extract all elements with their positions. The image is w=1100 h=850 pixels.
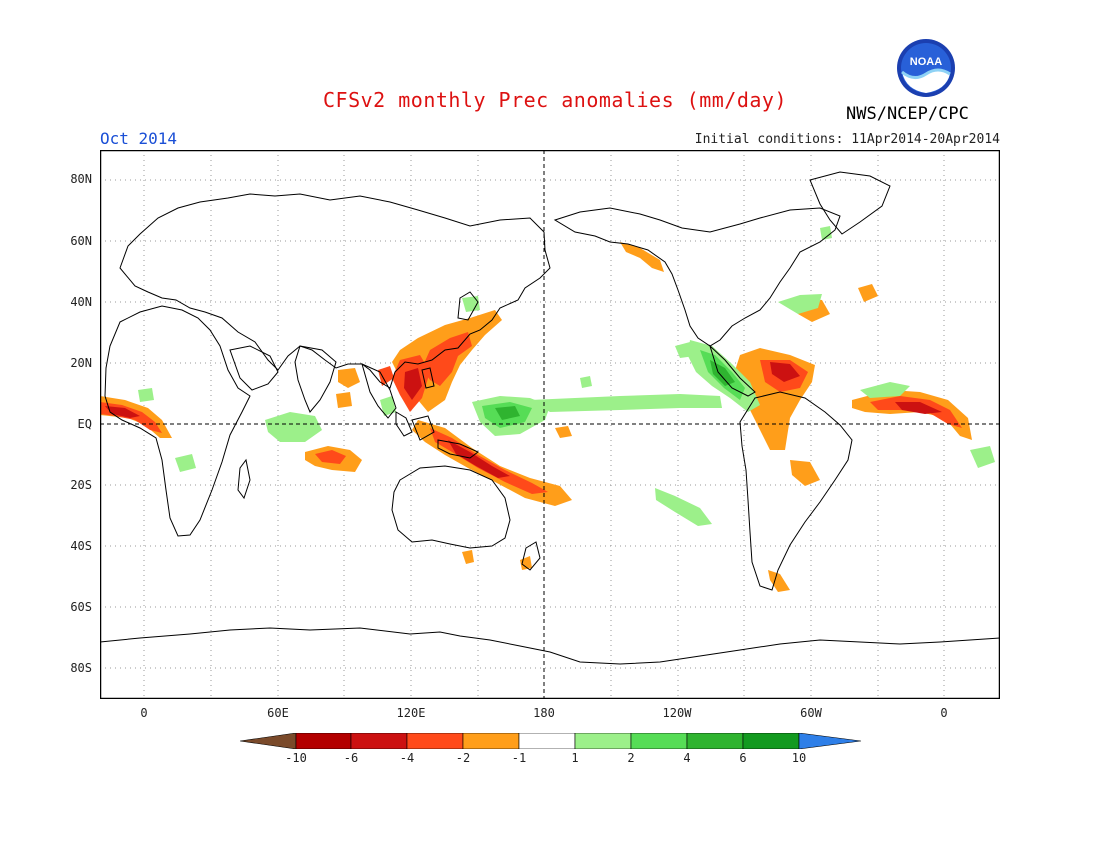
colorbar-label: 2 — [627, 751, 635, 765]
colorbar-label: -2 — [455, 751, 471, 765]
lat-tick-label: 40N — [70, 295, 92, 309]
lon-tick-label: 0 — [940, 706, 948, 720]
lon-tick-label: 60E — [267, 706, 289, 720]
map-frame — [100, 150, 1000, 699]
colorbar-label: -1 — [511, 751, 527, 765]
coastlines — [100, 171, 1000, 665]
colorbar-label: 10 — [791, 751, 807, 765]
colorbar — [240, 733, 862, 749]
lon-tick-label: 0 — [140, 706, 148, 720]
lat-tick-label: EQ — [77, 417, 92, 431]
initial-conditions: Initial conditions: 11Apr2014-20Apr2014 — [694, 132, 1000, 147]
lat-tick-label: 20S — [70, 478, 92, 492]
chart-title: CFSv2 monthly Prec anomalies (mm/day) — [322, 88, 788, 112]
lat-tick-label: 20N — [70, 356, 92, 370]
colorbar-label: 1 — [571, 751, 579, 765]
colorbar-label: -6 — [343, 751, 359, 765]
lat-tick-label: 60S — [70, 600, 92, 614]
noaa-logo: NOAA — [897, 39, 955, 97]
precip-anomaly-map — [100, 150, 1000, 699]
wet-anomalies — [138, 226, 995, 526]
dry-anomalies — [100, 242, 972, 592]
logo-text: NOAA — [910, 56, 942, 68]
colorbar-label: -10 — [285, 751, 307, 765]
lon-tick-label: 180 — [533, 706, 555, 720]
lon-tick-label: 120W — [662, 706, 692, 720]
colorbar-label: -4 — [399, 751, 415, 765]
agency-label: NWS/NCEP/CPC — [846, 104, 969, 124]
lat-tick-label: 60N — [70, 234, 92, 248]
lat-tick-label: 80S — [70, 661, 92, 675]
colorbar-label: 6 — [739, 751, 747, 765]
lat-tick-label: 80N — [70, 172, 92, 186]
forecast-month: Oct 2014 — [100, 129, 178, 148]
lon-tick-label: 120E — [396, 706, 426, 720]
lat-tick-label: 40S — [70, 539, 92, 553]
colorbar-label: 4 — [683, 751, 691, 765]
reference-lines — [100, 150, 1000, 699]
lon-tick-label: 60W — [800, 706, 822, 720]
